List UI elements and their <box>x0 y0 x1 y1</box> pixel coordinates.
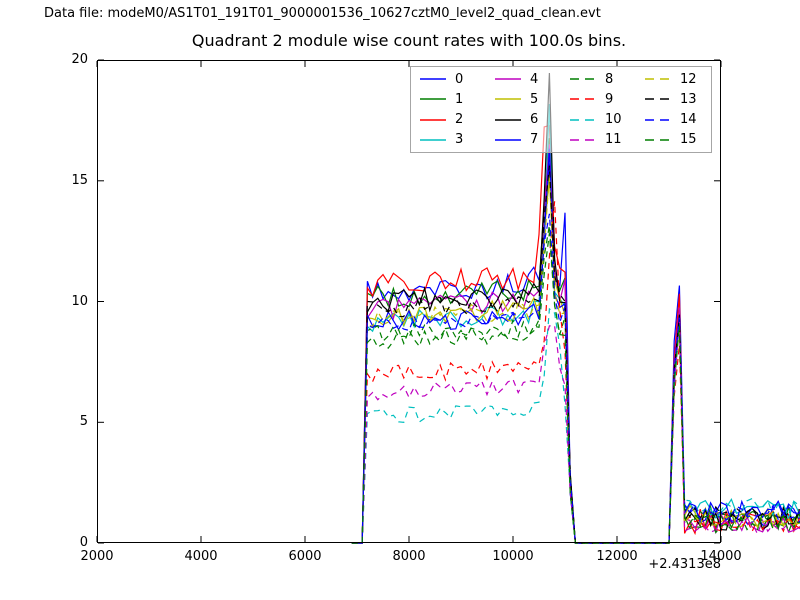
legend-line-sample <box>495 118 521 121</box>
legend-label: 10 <box>605 112 622 128</box>
legend-line-sample <box>495 98 521 101</box>
legend-entry-0: 0 <box>411 69 486 89</box>
chart-title: Quadrant 2 module wise count rates with … <box>191 31 627 50</box>
legend-label: 11 <box>605 132 622 148</box>
legend: 0 1 2 3 4 5 6 7 8 9 10 11 12 13 14 15 <box>410 66 712 153</box>
data-file-label: Data file: modeM0/AS1T01_191T01_90000015… <box>44 6 601 21</box>
legend-entry-14: 14 <box>636 110 711 130</box>
legend-label: 8 <box>605 71 614 87</box>
legend-label: 2 <box>455 112 464 128</box>
legend-label: 0 <box>455 71 464 87</box>
legend-entry-12: 12 <box>636 69 711 89</box>
legend-line-sample <box>570 139 596 141</box>
y-tick-label: 20 <box>71 52 88 67</box>
legend-entry-7: 7 <box>486 130 561 150</box>
legend-entry-9: 9 <box>561 89 636 109</box>
legend-entry-5: 5 <box>486 89 561 109</box>
legend-line-sample <box>570 118 596 121</box>
legend-label: 13 <box>680 91 697 107</box>
series-line-12 <box>351 176 800 544</box>
legend-line-sample <box>420 98 446 101</box>
legend-line-sample <box>645 139 671 141</box>
legend-label: 12 <box>680 71 697 87</box>
series-line-7 <box>351 148 800 544</box>
legend-label: 9 <box>605 91 614 107</box>
legend-entry-15: 15 <box>636 130 711 150</box>
legend-line-sample <box>645 118 671 121</box>
series-line-8 <box>351 225 800 544</box>
y-tick-label: 0 <box>79 535 88 550</box>
x-tick-label: 2000 <box>80 549 114 564</box>
legend-label: 7 <box>530 132 539 148</box>
legend-entry-8: 8 <box>561 69 636 89</box>
x-tick-label: 14000 <box>700 549 742 564</box>
x-tick-label: 6000 <box>288 549 322 564</box>
legend-label: 5 <box>530 91 539 107</box>
legend-entry-3: 3 <box>411 130 486 150</box>
legend-entry-6: 6 <box>486 110 561 130</box>
series-line-11 <box>351 320 800 544</box>
legend-line-sample <box>645 78 671 80</box>
plot-canvas <box>96 59 800 544</box>
legend-entry-2: 2 <box>411 110 486 130</box>
legend-label: 6 <box>530 112 539 128</box>
legend-label: 3 <box>455 132 464 148</box>
legend-label: 15 <box>680 132 697 148</box>
y-tick-label: 15 <box>71 172 88 188</box>
x-tick-label: 4000 <box>184 549 218 564</box>
legend-line-sample <box>570 98 596 101</box>
legend-line-sample <box>420 139 446 141</box>
legend-line-sample <box>495 78 521 80</box>
legend-line-sample <box>495 139 521 141</box>
x-tick-label: 10000 <box>492 549 534 564</box>
series-line-3 <box>351 103 800 544</box>
axes-area: 0 1 2 3 4 5 6 7 8 9 10 11 12 13 14 15 <box>96 59 800 544</box>
x-axis-offset-label: +2.4313e8 <box>648 557 721 572</box>
x-tick-label: 12000 <box>596 549 638 564</box>
y-tick-label: 5 <box>79 414 88 430</box>
series-line-15 <box>351 233 800 544</box>
legend-label: 4 <box>530 71 539 87</box>
series-line-13 <box>351 165 800 544</box>
axes-frame <box>97 60 721 543</box>
legend-entry-4: 4 <box>486 69 561 89</box>
series-line-1 <box>351 138 800 544</box>
series-line-9 <box>351 201 800 544</box>
series-line-10 <box>351 307 800 544</box>
legend-label: 1 <box>455 91 464 107</box>
legend-label: 14 <box>680 112 697 128</box>
legend-line-sample <box>420 118 446 121</box>
legend-entry-11: 11 <box>561 130 636 150</box>
legend-entry-13: 13 <box>636 89 711 109</box>
series-line-0 <box>351 163 800 544</box>
legend-line-sample <box>645 98 671 101</box>
legend-line-sample <box>420 78 446 80</box>
x-tick-label: 8000 <box>392 549 426 564</box>
legend-entry-10: 10 <box>561 110 636 130</box>
series-line-14 <box>351 213 800 544</box>
y-tick-label: 10 <box>71 293 88 309</box>
legend-line-sample <box>570 78 596 80</box>
legend-entry-1: 1 <box>411 89 486 109</box>
series-line-5 <box>351 179 800 544</box>
series-line-4 <box>351 144 800 544</box>
